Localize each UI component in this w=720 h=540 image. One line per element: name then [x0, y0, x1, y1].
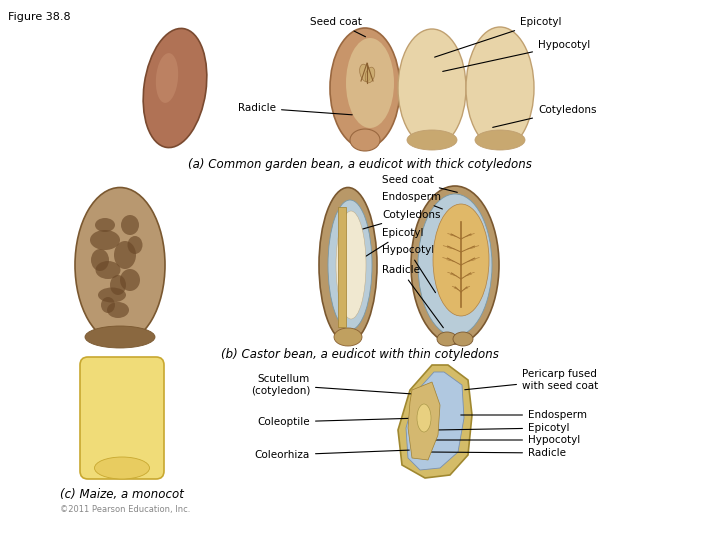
Ellipse shape — [466, 27, 534, 149]
Polygon shape — [406, 372, 464, 470]
Ellipse shape — [359, 64, 370, 82]
Text: Endosperm: Endosperm — [382, 192, 442, 209]
Ellipse shape — [336, 211, 366, 319]
Text: (b) Castor bean, a eudicot with thin cotyledons: (b) Castor bean, a eudicot with thin cot… — [221, 348, 499, 361]
Ellipse shape — [121, 215, 139, 235]
Text: Seed coat: Seed coat — [310, 17, 366, 37]
Ellipse shape — [101, 297, 115, 313]
Ellipse shape — [330, 28, 400, 148]
Ellipse shape — [120, 269, 140, 291]
Ellipse shape — [107, 302, 129, 318]
Text: Epicotyl: Epicotyl — [438, 423, 570, 433]
Ellipse shape — [94, 457, 150, 479]
Ellipse shape — [365, 67, 375, 83]
Ellipse shape — [75, 187, 165, 342]
Text: Hypocotyl: Hypocotyl — [435, 435, 580, 445]
Polygon shape — [408, 382, 440, 460]
Text: Hypocotyl: Hypocotyl — [382, 245, 436, 293]
Ellipse shape — [114, 241, 136, 269]
Ellipse shape — [433, 204, 489, 316]
Polygon shape — [398, 365, 472, 478]
Polygon shape — [338, 207, 346, 327]
Text: (c) Maize, a monocot: (c) Maize, a monocot — [60, 488, 184, 501]
Text: Radicle: Radicle — [382, 265, 444, 328]
Ellipse shape — [334, 328, 362, 346]
Text: Figure 38.8: Figure 38.8 — [8, 12, 71, 22]
Ellipse shape — [85, 326, 155, 348]
Text: Radicle: Radicle — [238, 103, 352, 115]
Text: Endosperm: Endosperm — [461, 410, 587, 420]
Ellipse shape — [156, 53, 178, 103]
Ellipse shape — [90, 230, 120, 250]
Ellipse shape — [417, 404, 431, 432]
Text: Coleorhiza: Coleorhiza — [255, 450, 409, 460]
Text: Hypocotyl: Hypocotyl — [443, 40, 590, 71]
Ellipse shape — [475, 130, 525, 150]
Ellipse shape — [398, 29, 466, 147]
Ellipse shape — [411, 186, 499, 344]
Text: ©2011 Pearson Education, Inc.: ©2011 Pearson Education, Inc. — [60, 505, 190, 514]
Text: Radicle: Radicle — [431, 448, 566, 458]
Text: Seed coat: Seed coat — [382, 175, 457, 192]
Text: Epicotyl: Epicotyl — [346, 228, 423, 268]
Text: Cotyledons: Cotyledons — [492, 105, 596, 127]
Ellipse shape — [91, 249, 109, 271]
Text: (a) Common garden bean, a eudicot with thick cotyledons: (a) Common garden bean, a eudicot with t… — [188, 158, 532, 171]
Ellipse shape — [95, 218, 115, 232]
Text: Epicotyl: Epicotyl — [435, 17, 562, 57]
Ellipse shape — [346, 38, 394, 128]
Ellipse shape — [437, 332, 457, 346]
Ellipse shape — [98, 287, 126, 302]
Ellipse shape — [350, 129, 380, 151]
Text: Scutellum
(cotyledon): Scutellum (cotyledon) — [251, 374, 426, 396]
Text: Coleoptile: Coleoptile — [257, 417, 419, 427]
Text: Pericarp fused
with seed coat: Pericarp fused with seed coat — [465, 369, 598, 391]
Ellipse shape — [127, 236, 143, 254]
Ellipse shape — [96, 261, 120, 279]
Ellipse shape — [328, 200, 372, 330]
Ellipse shape — [110, 275, 126, 295]
Ellipse shape — [453, 332, 473, 346]
FancyBboxPatch shape — [80, 357, 164, 479]
Text: Cotyledons: Cotyledons — [345, 210, 441, 234]
Ellipse shape — [407, 130, 457, 150]
Ellipse shape — [143, 29, 207, 147]
Ellipse shape — [319, 187, 377, 342]
Ellipse shape — [418, 194, 492, 336]
